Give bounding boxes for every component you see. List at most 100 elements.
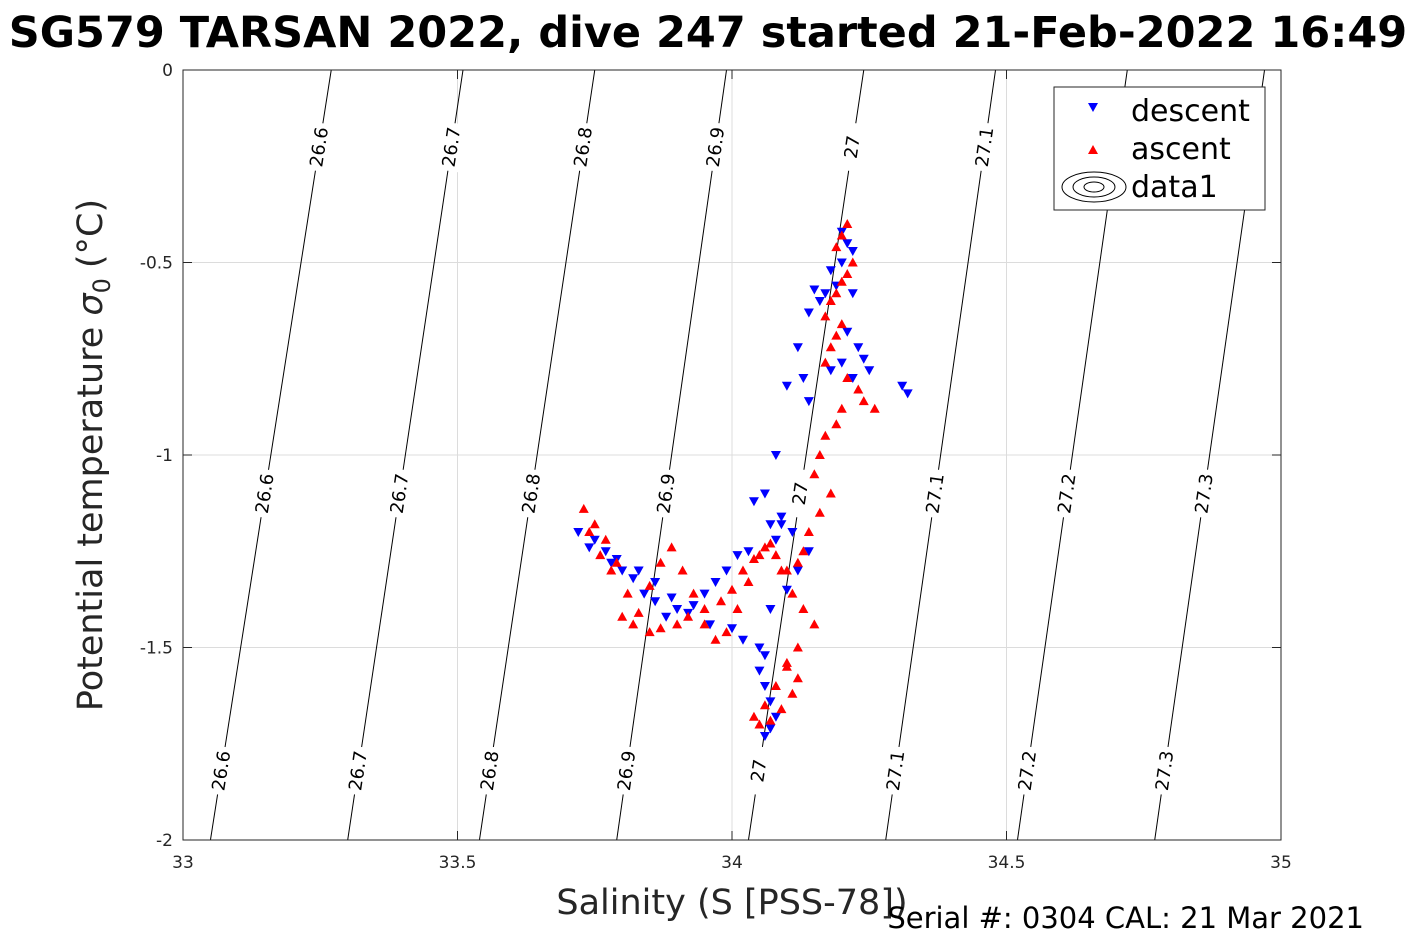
descent-point [792,343,803,353]
descent-point [754,666,765,676]
descent-point [765,605,776,614]
legend-data1-label: data1 [1131,170,1218,205]
ascent-point [743,577,754,587]
isopycnal-label-gap [385,468,415,519]
ascent-point [836,230,847,240]
isopycnal-label-gap [837,121,867,173]
ascent-point [628,619,639,629]
isopycnal-line [478,70,596,840]
ascent-point [595,550,606,560]
ascent-point [836,319,847,329]
ascent-point [754,550,765,560]
descent-point [803,308,814,318]
ascent-point [831,330,842,340]
legend-ascent-label: ascent [1131,132,1231,167]
descent-point [781,381,792,391]
ascent-point [765,538,776,548]
isopycnal-label-gap [250,468,280,519]
x-tick-label: 35 [1270,853,1292,873]
legend-descent-label: descent [1131,94,1250,129]
descent-point [759,651,770,661]
ascent-point [798,604,809,613]
isopycnal-line [747,70,865,840]
isopycnal-line [616,70,728,840]
descent-point [847,289,858,299]
ascent-point [820,311,831,321]
descent-point [650,597,661,607]
isopycnal-label-gap [920,468,950,519]
isopycnal-label-gap [1052,468,1082,519]
descent-point [661,612,672,622]
ascent-point [765,715,776,725]
ascent-point [842,373,853,382]
descent-point [732,551,743,561]
ascent-point [688,588,699,598]
ascent-point [831,419,842,429]
series-descent [573,227,913,742]
x-tick-label: 34.5 [988,853,1026,873]
ascent-point [825,342,836,352]
descent-point [847,374,858,383]
isopycnal-label-gap [516,468,546,519]
ascent-point [666,542,677,552]
ascent-point [776,704,787,714]
descent-point [606,558,617,568]
ascent-point [683,611,694,621]
ascent-point [770,550,781,560]
descent-point [836,358,847,368]
ascent-point [809,619,820,629]
isopycnal-label-gap [568,121,598,173]
ascent-point [748,553,759,563]
isopycnal-label-gap [437,121,466,173]
descent-point [842,239,853,249]
isopycnal-label-gap [206,745,236,797]
descent-point [798,374,809,383]
ascent-point [787,588,798,598]
ascent-point [611,557,622,567]
ascent-point [869,403,880,413]
y-axis-sigma-subscript: 0 [88,278,116,293]
descent-point [688,601,699,611]
y-tick-label: -2 [156,831,173,851]
descent-point [759,682,770,691]
x-tick-label: 34 [721,853,743,873]
isopycnal-label-gap [304,121,334,173]
descent-point [617,566,628,576]
chart-title: SG579 TARSAN 2022, dive 247 started 21-F… [9,8,1407,58]
x-tick-label: 33 [172,853,194,873]
ascent-point [842,269,853,279]
descent-point [836,258,847,268]
isopycnal-label-gap [744,745,774,797]
y-axis-sigma: σ [71,292,111,316]
legend-descent-marker [1088,103,1098,112]
y-tick-label: -1.5 [140,639,173,659]
ascent-point [831,242,842,252]
ascent-point [699,604,710,613]
descent-point [765,520,776,530]
ascent-point [578,503,589,513]
descent-point [776,520,787,530]
legend-box [1053,86,1266,211]
ascent-point [672,619,683,629]
y-tick-label: 0 [162,61,173,81]
descent-point [853,343,864,353]
x-tick-label: 33.5 [439,853,477,873]
isopycnal-label-gap [785,468,815,519]
y-axis-label: Potential temperature σ0 (°C) [71,199,116,711]
descent-point [770,535,781,545]
ascent-point [798,546,809,556]
ascent-point [716,596,727,606]
descent-point [721,566,732,576]
isopycnal-label-gap [881,745,910,797]
ascent-point [754,719,765,729]
descent-point [743,547,754,557]
descent-point [814,297,825,306]
descent-point [748,497,759,507]
descent-point [842,327,853,337]
descent-point [737,635,748,645]
legend-contour-icon [1061,171,1127,203]
descent-point [820,289,831,299]
isopycnal-line [885,70,997,840]
ascent-point [727,584,737,594]
legend: descent ascent data1 [1053,86,1266,211]
